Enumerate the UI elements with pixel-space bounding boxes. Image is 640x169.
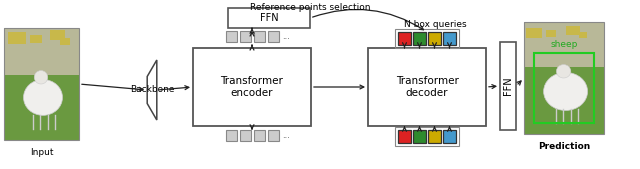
Ellipse shape (35, 71, 48, 84)
Bar (395, 29, 459, 48)
Bar (50, 30, 65, 40)
Bar (443, 130, 456, 143)
Bar (413, 32, 426, 45)
Bar (546, 30, 556, 37)
Text: FFN: FFN (260, 13, 278, 23)
Bar (443, 32, 456, 45)
Bar (398, 32, 411, 45)
Bar (60, 38, 70, 45)
Ellipse shape (556, 65, 571, 78)
Text: Reference points selection: Reference points selection (250, 3, 371, 12)
Bar (534, 53, 595, 123)
Ellipse shape (543, 72, 588, 111)
Bar (566, 26, 580, 35)
Bar (193, 48, 311, 126)
Bar (4, 75, 79, 140)
Bar (253, 31, 264, 42)
Bar (268, 130, 278, 141)
Bar (228, 8, 310, 28)
Bar (4, 28, 79, 75)
Text: ...: ... (282, 131, 291, 140)
Bar (4, 28, 79, 140)
Bar (225, 31, 237, 42)
Bar (239, 130, 250, 141)
Polygon shape (147, 60, 157, 120)
Text: sheep: sheep (550, 40, 578, 49)
Text: N box queries: N box queries (404, 20, 467, 29)
Text: ...: ... (282, 32, 291, 41)
Text: Transformer
encoder: Transformer encoder (221, 76, 284, 98)
Bar (253, 130, 264, 141)
Bar (268, 31, 278, 42)
Bar (524, 22, 604, 134)
Bar (395, 127, 459, 146)
Bar (413, 130, 426, 143)
Bar (225, 130, 237, 141)
Ellipse shape (24, 80, 63, 115)
Bar (579, 32, 587, 38)
Bar (368, 48, 486, 126)
Bar (398, 130, 411, 143)
Text: Transformer
decoder: Transformer decoder (396, 76, 458, 98)
Bar (8, 32, 26, 44)
Bar (500, 42, 516, 130)
Bar (524, 22, 604, 67)
Text: FFN: FFN (503, 77, 513, 95)
Bar (30, 35, 42, 43)
Bar (428, 32, 441, 45)
Bar (239, 31, 250, 42)
Bar (526, 28, 542, 38)
Text: Prediction: Prediction (538, 142, 590, 151)
Text: Input: Input (29, 148, 53, 157)
Bar (524, 67, 604, 134)
Text: Backbone: Backbone (130, 86, 174, 94)
Bar (428, 130, 441, 143)
